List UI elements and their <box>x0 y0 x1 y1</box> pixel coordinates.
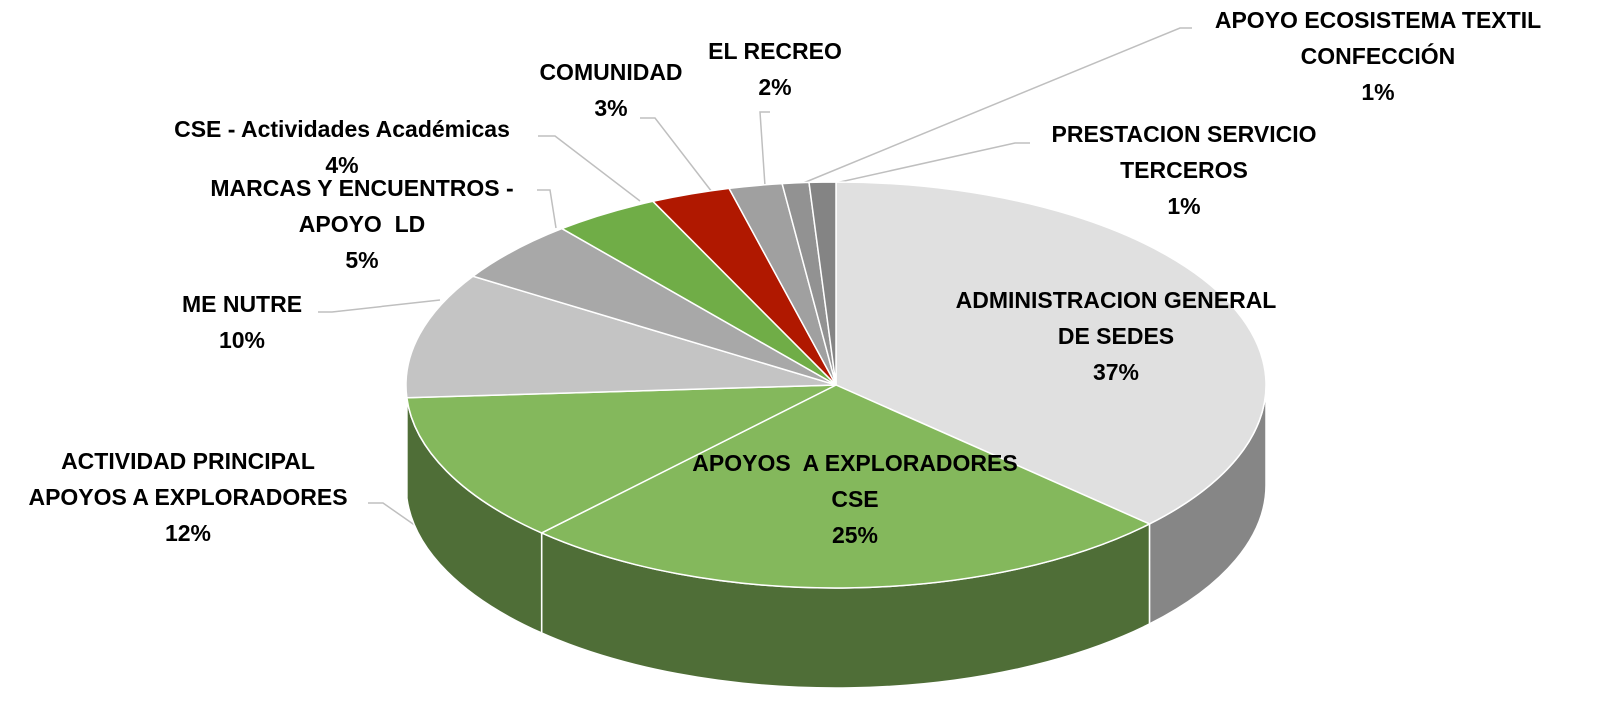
value-label: 25% <box>831 522 879 548</box>
value-label: 1% <box>1167 193 1201 219</box>
category-label: ACTIVIDAD PRINCIPAL APOYOS A EXPLORADORE… <box>28 448 348 510</box>
category-label: APOYOS A EXPLORADORES CSE <box>692 450 1018 512</box>
value-label: 2% <box>758 74 792 100</box>
category-label: ME NUTRE <box>181 291 303 317</box>
leader-line <box>759 111 770 187</box>
leader-line <box>640 117 713 193</box>
value-label: 3% <box>594 95 628 121</box>
data-label: EL RECREO 2% <box>708 33 842 105</box>
data-label: COMUNIDAD 3% <box>539 54 682 126</box>
value-label: 10% <box>218 327 266 353</box>
data-label: APOYOS A EXPLORADORES CSE 25% <box>692 445 1017 553</box>
slice <box>835 181 1267 525</box>
value-label: 4% <box>325 152 359 178</box>
data-label: CSE - Actividades Académicas 4% <box>174 111 510 183</box>
category-label: APOYO ECOSISTEMA TEXTIL CONFECCIÓN <box>1214 7 1542 69</box>
slice <box>539 384 1152 589</box>
slice <box>405 275 837 399</box>
category-label: ADMINISTRACION GENERAL DE SEDES <box>955 287 1277 349</box>
leader-line <box>537 189 557 229</box>
slices <box>405 181 1267 589</box>
category-label: EL RECREO <box>708 38 842 64</box>
category-label: COMUNIDAD <box>539 59 683 85</box>
category-label: PRESTACION SERVICIO TERCEROS <box>1051 121 1317 183</box>
category-label: MARCAS Y ENCUENTROS - APOYO LD <box>210 175 514 237</box>
leader-line <box>821 142 1030 187</box>
value-label: 5% <box>345 247 379 273</box>
data-label: PRESTACION SERVICIO TERCEROS 1% <box>1052 116 1317 224</box>
slice-side <box>405 384 408 498</box>
value-label: 1% <box>1361 79 1395 105</box>
data-label: ADMINISTRACION GENERAL DE SEDES 37% <box>956 282 1277 390</box>
slice <box>405 384 837 534</box>
leader-line <box>795 27 1192 187</box>
data-label: MARCAS Y ENCUENTROS - APOYO LD 5% <box>210 170 513 278</box>
data-label: ME NUTRE 10% <box>182 286 302 358</box>
leader-line <box>538 135 641 202</box>
category-label: CSE - Actividades Académicas <box>174 116 510 142</box>
data-label: APOYO ECOSISTEMA TEXTIL CONFECCIÓN 1% <box>1215 2 1541 110</box>
leader-lines <box>318 27 1192 541</box>
leader-line <box>318 299 441 313</box>
slice <box>808 181 837 386</box>
data-label: ACTIVIDAD PRINCIPAL APOYOS A EXPLORADORE… <box>28 443 347 551</box>
value-label: 37% <box>1092 359 1140 385</box>
value-label: 12% <box>164 520 212 546</box>
